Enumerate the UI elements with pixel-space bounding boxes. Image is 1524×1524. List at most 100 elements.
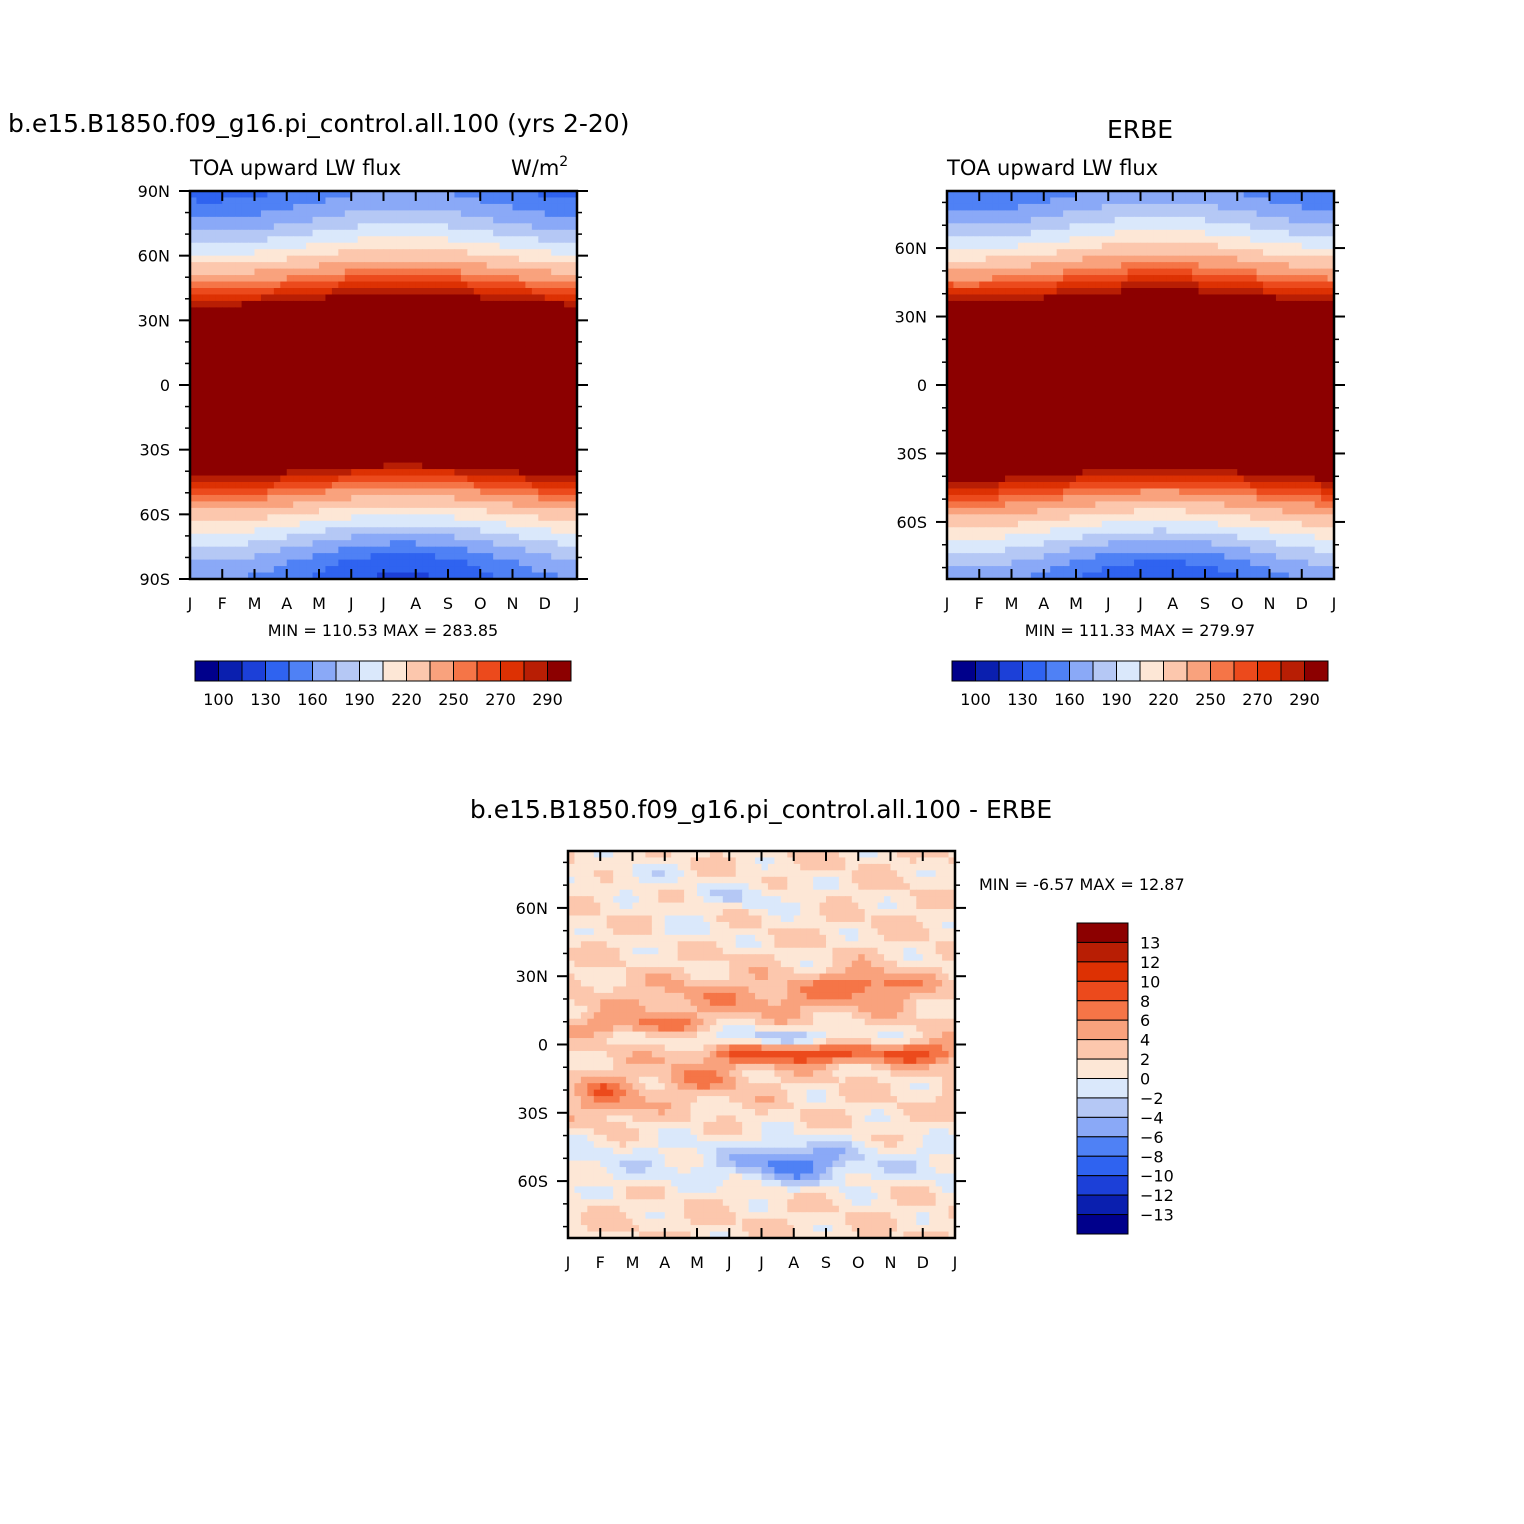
model-cell — [280, 559, 288, 567]
model-cell — [396, 197, 404, 205]
obs-cell — [1127, 223, 1135, 231]
model-cell — [506, 359, 514, 367]
model-cell — [215, 456, 223, 464]
model-cell — [215, 249, 223, 257]
model-cell — [486, 404, 494, 412]
model-cell — [370, 488, 378, 496]
model-cell — [460, 469, 468, 477]
model-cell — [435, 294, 443, 302]
model-cell — [531, 255, 539, 263]
model-cell — [254, 326, 262, 334]
model-cell — [344, 378, 352, 386]
model-cell — [370, 417, 378, 425]
model-cell — [544, 242, 552, 250]
model-cell — [357, 417, 365, 425]
model-cell — [209, 540, 217, 548]
model-cell — [215, 553, 223, 561]
model-cell — [493, 346, 501, 354]
model-cell — [389, 294, 397, 302]
model-cell — [544, 456, 552, 464]
model-cell — [260, 436, 268, 444]
model-cell — [215, 559, 223, 567]
model-cell — [551, 469, 559, 477]
obs-cell — [1017, 210, 1025, 218]
obs-cell — [1050, 197, 1058, 205]
model-cell — [525, 520, 533, 528]
obs-cell — [1269, 320, 1277, 328]
model-cell — [190, 488, 198, 496]
model-cell — [473, 352, 481, 360]
model-cell — [570, 546, 577, 554]
model-cell — [338, 475, 346, 483]
model-cell — [518, 197, 526, 205]
model-cell — [557, 520, 565, 528]
model-cell — [441, 203, 449, 211]
obs-cell — [1140, 249, 1148, 257]
obs-contour-field — [947, 191, 1334, 579]
model-cell — [538, 507, 546, 515]
model-cell — [377, 320, 385, 328]
model-cell — [241, 249, 249, 257]
obs-cell — [1056, 223, 1064, 231]
obs-cell — [1056, 294, 1064, 302]
obs-cell — [1211, 197, 1219, 205]
model-cell — [544, 216, 552, 224]
obs-cell — [1295, 281, 1303, 289]
obs-cell — [1043, 294, 1051, 302]
model-cell — [396, 339, 404, 347]
model-cell — [228, 566, 236, 574]
model-cell — [544, 546, 552, 554]
model-cell — [357, 430, 365, 438]
model-cell — [196, 391, 204, 399]
model-cell — [473, 236, 481, 244]
obs-cell — [1179, 300, 1187, 308]
model-cell — [512, 229, 520, 237]
model-cell — [215, 475, 223, 483]
model-cell — [506, 449, 514, 457]
model-cell — [428, 494, 436, 502]
model-cell — [389, 378, 397, 386]
model-cell — [525, 553, 533, 561]
model-cell — [190, 242, 198, 250]
obs-cell — [1185, 307, 1193, 315]
obs-cell — [1198, 313, 1206, 321]
model-cell — [338, 294, 346, 302]
model-cell — [202, 191, 210, 199]
obs-cell — [1166, 216, 1174, 224]
model-cell — [538, 275, 546, 283]
model-cell — [254, 294, 262, 302]
obs-cell — [947, 191, 955, 199]
model-cell — [364, 423, 372, 431]
model-cell — [551, 482, 559, 490]
model-cell — [473, 423, 481, 431]
obs-cell — [1011, 307, 1019, 315]
model-cell — [331, 533, 339, 541]
model-cell — [518, 320, 526, 328]
model-cell — [415, 475, 423, 483]
obs-cell — [998, 249, 1006, 257]
model-cell — [493, 249, 501, 257]
model-cell — [383, 313, 391, 321]
model-cell — [260, 410, 268, 418]
model-cell — [215, 236, 223, 244]
model-cell — [364, 275, 372, 283]
model-cell — [422, 533, 430, 541]
model-cell — [448, 456, 456, 464]
obs-cell — [1237, 294, 1245, 302]
model-cell — [325, 210, 333, 218]
model-cell — [228, 501, 236, 509]
obs-cell — [1224, 203, 1232, 211]
model-cell — [280, 339, 288, 347]
model-cell — [306, 475, 314, 483]
obs-cell — [1243, 255, 1251, 263]
model-cell — [338, 300, 346, 308]
model-cell — [280, 462, 288, 470]
model-cell — [222, 520, 230, 528]
model-cell — [538, 281, 546, 289]
model-cell — [312, 203, 320, 211]
model-cell — [306, 391, 314, 399]
obs-cell — [1217, 236, 1225, 244]
obs-cell — [1269, 242, 1277, 250]
model-cell — [235, 385, 243, 393]
lat-tick-label: 60S — [139, 505, 170, 524]
